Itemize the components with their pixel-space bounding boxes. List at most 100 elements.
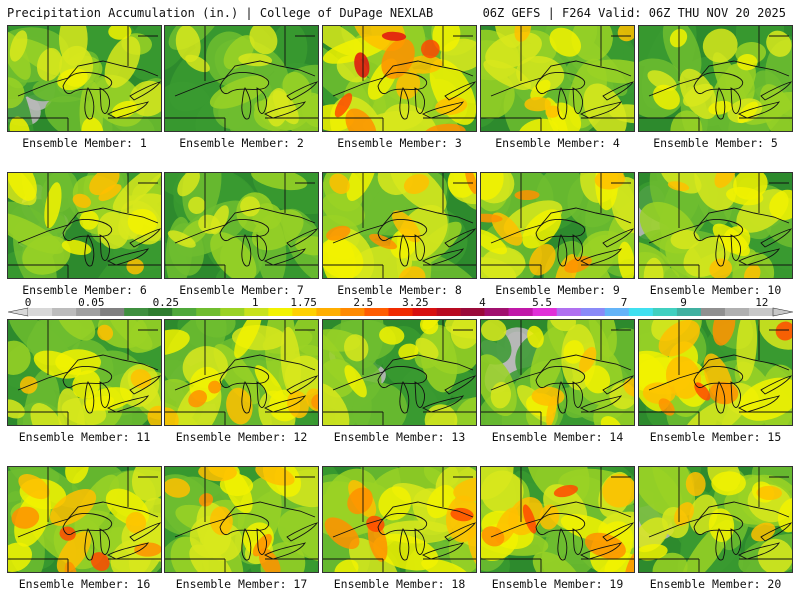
precip-contour — [711, 471, 746, 496]
geographic-outline — [579, 101, 622, 119]
precip-map — [480, 466, 635, 573]
geographic-outline — [129, 375, 161, 395]
ensemble-member-label: Ensemble Member: 14 — [491, 430, 624, 444]
geographic-outline — [730, 381, 742, 408]
colorbar-swatch — [700, 308, 726, 316]
geographic-outline — [715, 381, 726, 414]
precip-contour — [49, 488, 97, 526]
precip-contour — [131, 467, 161, 502]
geographic-outline — [414, 528, 426, 555]
geographic-outline — [17, 60, 159, 97]
precip-contour — [18, 474, 50, 500]
precip-contour — [210, 232, 257, 278]
precip-contour — [563, 340, 585, 364]
precip-contour — [579, 346, 597, 373]
geographic-outline — [219, 72, 270, 95]
precip-contour — [198, 493, 214, 507]
ensemble-member-panel: Ensemble Member: 20 — [638, 466, 793, 599]
geographic-outline — [286, 375, 318, 395]
precip-contour — [683, 83, 714, 107]
geographic-outline — [165, 411, 318, 425]
ensemble-member-panel: Ensemble Member: 12 — [164, 319, 319, 452]
colorbar-swatch — [124, 308, 149, 316]
geographic-outline — [737, 248, 780, 266]
precip-contour — [126, 26, 161, 81]
precip-contour — [522, 504, 537, 534]
precip-contour — [379, 326, 405, 345]
geographic-outline — [332, 207, 474, 244]
ensemble-member-label: Ensemble Member: 20 — [649, 577, 782, 591]
precip-contour — [481, 470, 524, 514]
precip-contour — [608, 104, 634, 124]
precip-contour — [766, 30, 792, 57]
geographic-outline — [129, 228, 161, 248]
colorbar-swatch — [388, 308, 413, 316]
geographic-outline — [106, 248, 149, 266]
precip-contour — [712, 320, 736, 346]
precip-contour — [165, 407, 179, 425]
colorbar-swatch — [196, 308, 221, 316]
precip-contour — [652, 552, 688, 572]
ensemble-member-label: Ensemble Member: 1 — [22, 136, 147, 150]
precip-contour — [453, 477, 476, 502]
colorbar-swatch — [220, 308, 245, 316]
geographic-outline — [557, 234, 568, 267]
geographic-outline — [204, 26, 286, 81]
geographic-outline — [263, 542, 306, 560]
geographic-outline — [639, 117, 792, 131]
geographic-outline — [47, 320, 129, 375]
precip-map-svg — [323, 320, 476, 425]
geographic-outline — [174, 354, 316, 391]
geographic-outline — [106, 395, 149, 413]
precip-contour — [685, 471, 706, 497]
geographic-outline — [286, 228, 318, 248]
geographic-outline — [165, 558, 318, 572]
precip-contour — [658, 398, 675, 416]
precip-contour — [702, 28, 738, 63]
colorbar-swatch — [676, 308, 702, 316]
geographic-outline — [481, 411, 634, 425]
ensemble-member-label: Ensemble Member: 9 — [495, 283, 620, 297]
geographic-outline — [323, 264, 476, 278]
geographic-outline — [715, 528, 726, 561]
ensemble-member-label: Ensemble Member: 5 — [653, 136, 778, 150]
geographic-outline — [204, 173, 286, 228]
geographic-outline — [579, 395, 622, 413]
precip-contour — [251, 209, 304, 251]
colorbar-swatch — [340, 308, 365, 316]
geographic-outline — [165, 264, 318, 278]
geographic-outline — [730, 234, 742, 261]
geographic-outline — [84, 381, 95, 414]
product-title: Precipitation Accumulation (in.) | Colle… — [7, 6, 434, 20]
geographic-outline — [263, 101, 306, 119]
precip-contour — [354, 52, 370, 78]
precip-contour — [61, 239, 92, 255]
geographic-outline — [219, 366, 270, 389]
colorbar-swatch — [508, 308, 533, 316]
precip-map-svg — [639, 467, 792, 572]
ensemble-member-panel: Ensemble Member: 7 — [164, 172, 319, 305]
precip-contour — [72, 193, 92, 208]
geographic-outline — [490, 501, 632, 538]
geographic-outline — [99, 381, 111, 408]
geographic-outline — [219, 513, 270, 536]
geographic-outline — [362, 467, 444, 522]
precip-contour — [323, 238, 364, 278]
precip-contour — [56, 531, 92, 572]
precip-contour — [391, 210, 421, 243]
geographic-outline — [414, 234, 426, 261]
precip-contour — [369, 233, 397, 250]
precip-map — [7, 466, 162, 573]
ensemble-member-panel: Ensemble Member: 17 — [164, 466, 319, 599]
precip-contour — [594, 173, 626, 190]
precip-contour — [57, 388, 86, 425]
precip-contour — [104, 36, 141, 88]
precip-contour — [167, 230, 196, 248]
colorbar-swatch — [484, 308, 509, 316]
precip-contour — [234, 320, 262, 358]
precip-contour — [532, 551, 581, 572]
geographic-outline — [490, 207, 632, 244]
precip-contour — [584, 532, 626, 560]
precip-contour — [736, 320, 758, 382]
geographic-outline — [602, 375, 634, 395]
